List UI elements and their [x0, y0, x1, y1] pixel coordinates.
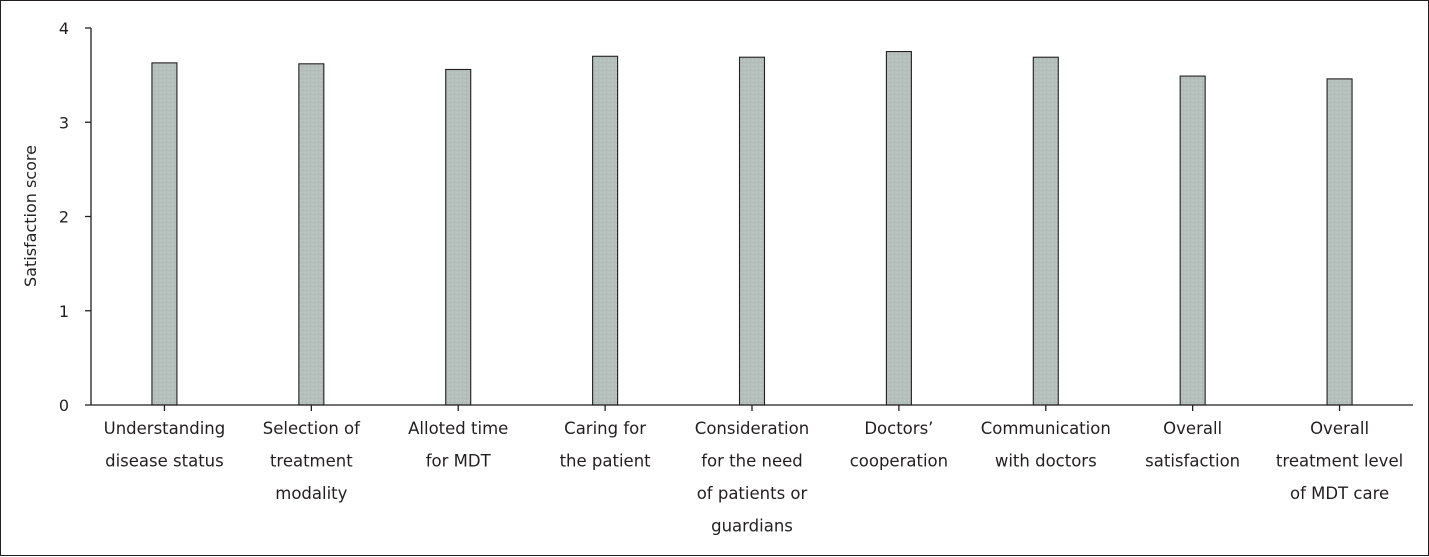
x-category-label: Understanding disease status [104, 419, 226, 471]
x-category-label: Overall satisfaction [1145, 419, 1240, 471]
x-category-label: Doctors’ cooperation [850, 419, 948, 471]
x-category-label: Communication with doctors [981, 419, 1111, 471]
bar [738, 56, 766, 406]
x-ticks-layer [163, 405, 1341, 411]
bar [1179, 75, 1206, 406]
x-category-label: Alloted time for MDT [408, 419, 508, 471]
y-tick-label: 2 [59, 208, 69, 227]
x-category-label: Consideration for the need of patients or g… [695, 419, 809, 536]
x-category-label: Overall treatment level of MDT care [1276, 419, 1403, 503]
y-tick-label: 0 [59, 396, 69, 415]
bar [592, 55, 619, 406]
bar [445, 68, 472, 406]
x-category-label: Caring for the patient [560, 419, 652, 471]
bars-layer [151, 51, 1353, 406]
x-category-label: Selection of treatment modality [263, 419, 361, 503]
y-tick-label: 4 [59, 19, 69, 38]
bar [1326, 78, 1353, 406]
y-ticks-layer: 0 1 2 3 4 [59, 19, 91, 415]
y-tick-label: 3 [59, 113, 69, 132]
bar [151, 62, 178, 406]
bar [1032, 56, 1059, 406]
bar [298, 63, 325, 406]
y-axis-title: Satisfaction score [21, 145, 40, 287]
y-tick-label: 1 [59, 302, 69, 321]
bar [885, 51, 912, 406]
x-labels-layer: Understanding disease status Selection of t… [104, 419, 1404, 536]
